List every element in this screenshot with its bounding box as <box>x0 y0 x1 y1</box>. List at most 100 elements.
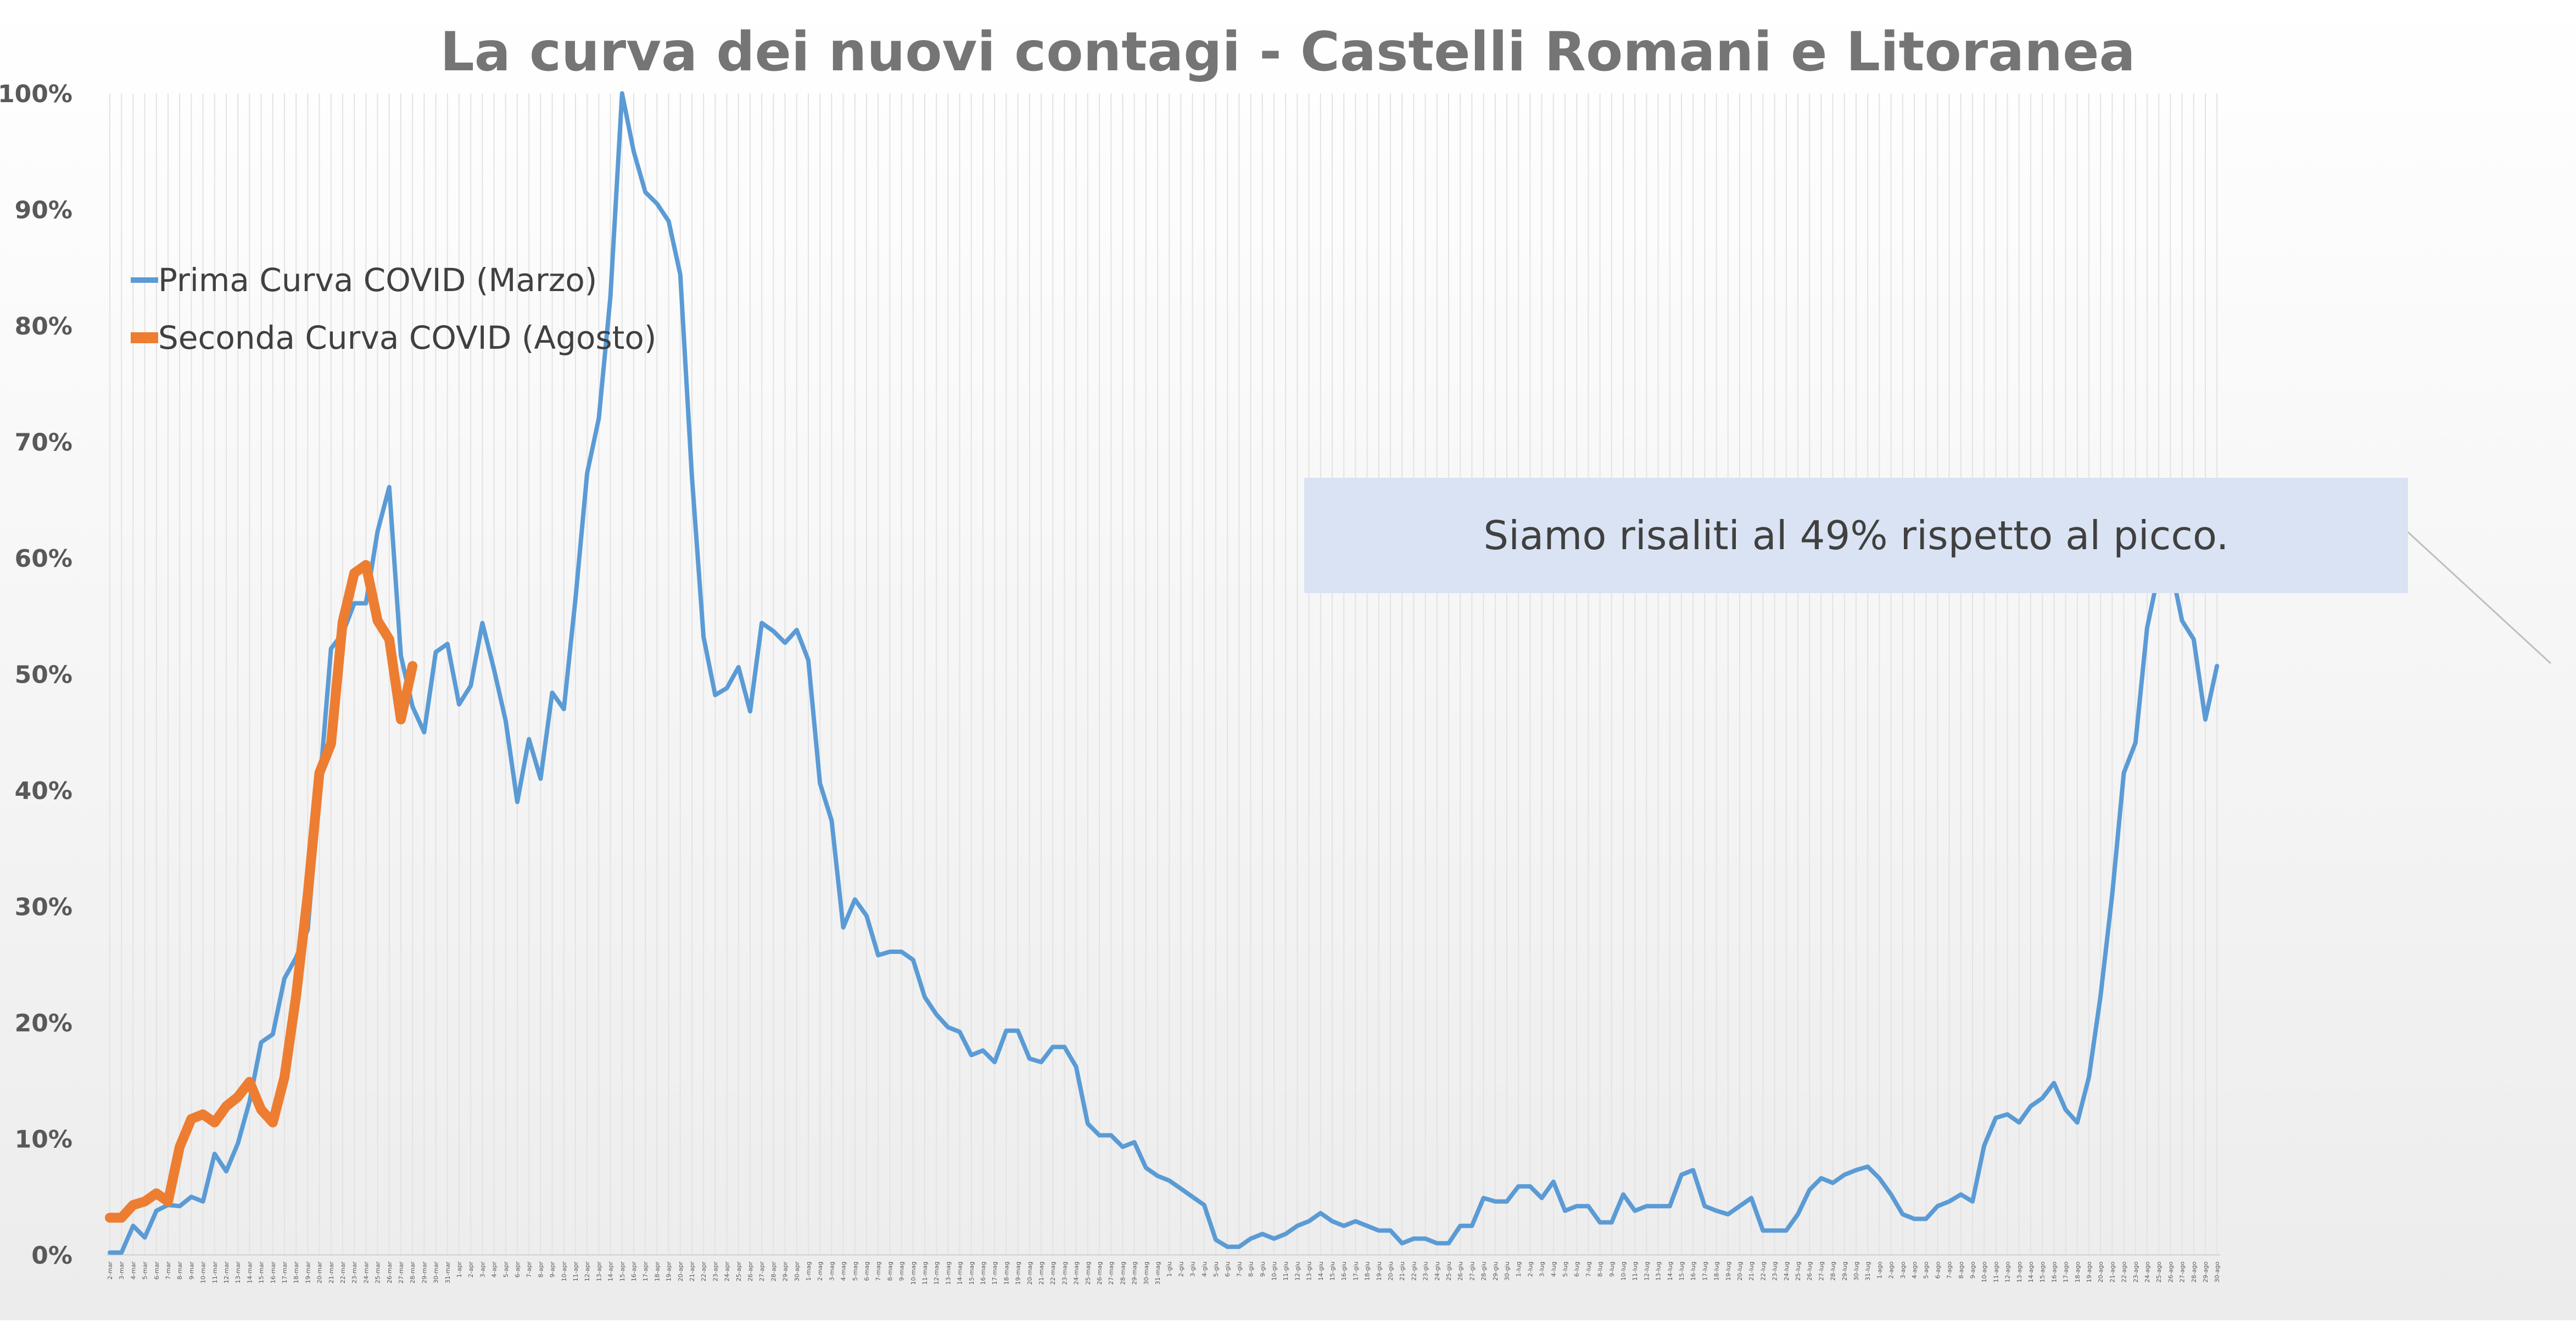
y-tick-label: 50% <box>15 661 72 689</box>
x-tick-label: 5-giu <box>1212 1261 1220 1277</box>
y-tick-label: 20% <box>15 1009 72 1037</box>
x-tick-label: 4-ago <box>1911 1261 1918 1279</box>
x-tick-label: 7-mag <box>875 1261 882 1281</box>
x-tick-label: 3-giu <box>1189 1261 1197 1277</box>
x-tick-label: 30-giu <box>1504 1261 1511 1281</box>
x-tick-label: 8-mar <box>176 1261 183 1280</box>
x-tick-label: 20-mar <box>316 1261 323 1283</box>
x-tick-label: 15-mar <box>258 1261 265 1283</box>
x-tick-label: 28-mar <box>409 1261 416 1283</box>
x-tick-label: 25-mar <box>375 1261 382 1283</box>
x-tick-label: 14-mag <box>957 1261 964 1285</box>
x-tick-label: 15-giu <box>1329 1261 1336 1281</box>
x-tick-label: 30-lug <box>1853 1261 1860 1281</box>
annotation-callout: Siamo risaliti al 49% rispetto al picco. <box>1304 478 2552 665</box>
x-tick-label: 16-mar <box>270 1261 277 1283</box>
x-tick-label: 29-giu <box>1492 1261 1499 1281</box>
x-tick-label: 9-giu <box>1259 1261 1266 1277</box>
x-tick-label: 31-lug <box>1864 1261 1871 1281</box>
x-tick-label: 19-lug <box>1725 1261 1732 1281</box>
x-tick-label: 22-lug <box>1759 1261 1767 1281</box>
x-tick-label: 16-giu <box>1340 1261 1348 1281</box>
x-tick-label: 5-lug <box>1562 1261 1569 1277</box>
x-tick-label: 6-mar <box>153 1261 160 1280</box>
x-tick-label: 15-lug <box>1678 1261 1685 1281</box>
series-layer <box>105 91 2220 1255</box>
x-tick-label: 6-apr <box>514 1261 521 1278</box>
x-tick-label: 28-ago <box>2191 1261 2198 1283</box>
x-tick-label: 9-mag <box>898 1261 906 1281</box>
x-tick-label: 23-ago <box>2132 1261 2139 1283</box>
x-tick-label: 2-giu <box>1177 1261 1184 1277</box>
y-tick-label: 90% <box>15 197 72 225</box>
y-tick-label: 0% <box>31 1242 72 1270</box>
legend: Prima Curva COVID (Marzo) Seconda Curva … <box>131 261 657 356</box>
chart-title: La curva dei nuovi contagi - Castelli Ro… <box>440 21 2135 83</box>
x-tick-label: 17-ago <box>2063 1261 2070 1283</box>
x-tick-label: 3-ago <box>1899 1261 1907 1279</box>
x-tick-label: 2-mag <box>817 1261 824 1281</box>
x-tick-label: 24-lug <box>1783 1261 1790 1281</box>
x-tick-label: 28-apr <box>770 1261 777 1282</box>
x-tick-label: 3-lug <box>1539 1261 1546 1277</box>
x-tick-label: 27-ago <box>2179 1261 2186 1283</box>
x-tick-label: 24-mag <box>1073 1261 1080 1285</box>
x-tick-label: 20-mag <box>1026 1261 1033 1285</box>
x-tick-label: 8-ago <box>1958 1261 1965 1279</box>
series-line-0 <box>108 91 2220 1255</box>
x-tick-label: 15-mag <box>968 1261 975 1285</box>
x-tick-label: 1-ago <box>1876 1261 1883 1279</box>
x-tick-label: 22-mag <box>1049 1261 1057 1285</box>
x-tick-label: 12-lug <box>1643 1261 1650 1281</box>
x-tick-label: 7-lug <box>1585 1261 1592 1277</box>
x-tick-label: 23-lug <box>1772 1261 1779 1281</box>
x-tick-label: 24-giu <box>1434 1261 1441 1281</box>
x-tick-label: 18-ago <box>2074 1261 2081 1283</box>
y-tick-label: 80% <box>15 312 72 340</box>
x-tick-label: 19-mag <box>1015 1261 1022 1285</box>
x-tick-label: 20-apr <box>677 1261 684 1282</box>
legend-label-seconda-curva: Seconda Curva COVID (Agosto) <box>158 319 657 356</box>
x-tick-label: 26-ago <box>2167 1261 2174 1283</box>
x-tick-label: 10-mar <box>200 1261 207 1283</box>
x-tick-label: 6-mag <box>863 1261 870 1281</box>
x-tick-label: 11-giu <box>1282 1261 1289 1281</box>
x-tick-label: 25-lug <box>1795 1261 1802 1281</box>
x-tick-label: 9-ago <box>1969 1261 1976 1279</box>
x-tick-label: 10-ago <box>1981 1261 1988 1283</box>
x-tick-label: 28-giu <box>1480 1261 1488 1281</box>
x-tick-label: 25-mag <box>1085 1261 1092 1285</box>
y-tick-label: 60% <box>15 545 72 573</box>
x-tick-label: 3-mag <box>828 1261 835 1281</box>
x-tick-label: 28-mag <box>1119 1261 1126 1285</box>
x-tick-label: 30-apr <box>794 1261 801 1282</box>
x-tick-label: 11-mag <box>921 1261 929 1285</box>
x-tick-label: 9-mar <box>188 1261 195 1280</box>
x-tick-label: 16-ago <box>2050 1261 2058 1283</box>
x-tick-label: 4-mar <box>130 1261 137 1280</box>
x-tick-label: 12-mag <box>933 1261 940 1285</box>
x-tick-label: 3-mar <box>118 1261 125 1280</box>
x-tick-label: 12-apr <box>584 1261 591 1282</box>
x-tick-label: 10-apr <box>561 1261 568 1282</box>
x-tick-label: 19-ago <box>2086 1261 2093 1283</box>
x-tick-label: 17-mar <box>281 1261 288 1283</box>
x-tick-label: 23-apr <box>712 1261 719 1282</box>
x-tick-label: 14-apr <box>607 1261 614 1282</box>
x-tick-label: 21-ago <box>2109 1261 2116 1283</box>
x-tick-label: 10-mag <box>910 1261 917 1285</box>
x-tick-label: 14-giu <box>1317 1261 1325 1281</box>
legend-label-prima-curva: Prima Curva COVID (Marzo) <box>158 261 597 299</box>
x-tick-label: 21-giu <box>1399 1261 1406 1281</box>
x-tick-label: 13-apr <box>595 1261 602 1282</box>
x-tick-label: 29-lug <box>1841 1261 1848 1281</box>
x-tick-label: 28-lug <box>1830 1261 1837 1281</box>
x-tick-label: 16-apr <box>630 1261 638 1282</box>
x-tick-label: 4-giu <box>1201 1261 1208 1277</box>
x-tick-label: 1-apr <box>456 1261 463 1278</box>
x-tick-label: 29-ago <box>2202 1261 2209 1283</box>
x-tick-label: 6-lug <box>1573 1261 1580 1277</box>
x-tick-label: 27-giu <box>1468 1261 1476 1281</box>
x-tick-label: 16-mag <box>980 1261 987 1285</box>
